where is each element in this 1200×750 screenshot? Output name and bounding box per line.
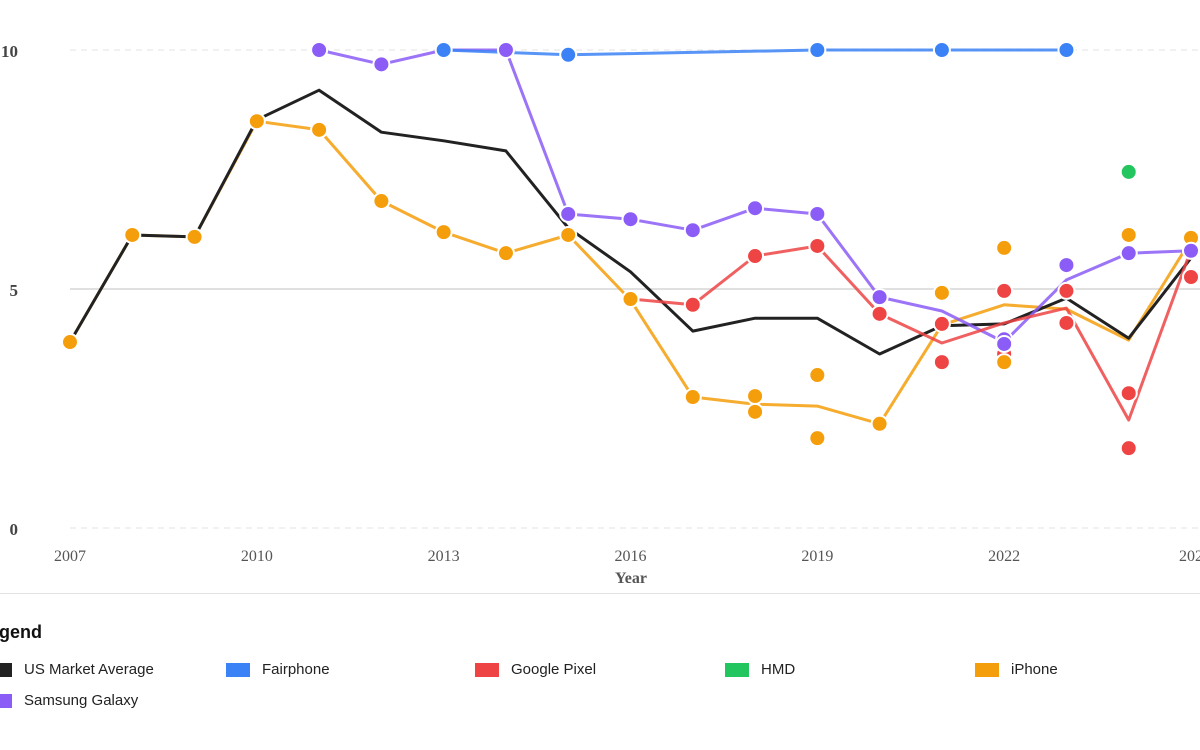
google-pixel-line: [630, 244, 1193, 422]
samsung-galaxy-point[interactable]: [870, 288, 889, 307]
iphone-point[interactable]: [372, 192, 391, 211]
legend-label: Samsung Galaxy: [24, 692, 139, 709]
iphone-point[interactable]: [808, 366, 827, 385]
iphone-point[interactable]: [123, 225, 142, 244]
google-pixel-point[interactable]: [932, 353, 951, 372]
legend-label: US Market Average: [24, 661, 154, 678]
samsung-galaxy-point[interactable]: [808, 204, 827, 223]
samsung-galaxy-point[interactable]: [496, 41, 515, 59]
google-pixel-point[interactable]: [870, 304, 889, 323]
google-pixel-point[interactable]: [1057, 281, 1076, 300]
iphone-point[interactable]: [995, 353, 1014, 372]
legend-swatch: [975, 662, 999, 677]
series-points: [61, 41, 1200, 458]
legend-item-fairphone[interactable]: Fairphone: [226, 661, 330, 678]
iphone-point[interactable]: [746, 402, 765, 421]
google-pixel-point[interactable]: [1119, 439, 1138, 458]
legend-swatch: [475, 662, 499, 677]
samsung-galaxy-point[interactable]: [559, 204, 578, 223]
legend-title: Legend: [0, 622, 43, 642]
iphone-point[interactable]: [496, 244, 515, 263]
iphone-point[interactable]: [310, 120, 329, 139]
google-pixel-point[interactable]: [995, 281, 1014, 300]
legend-swatch: [0, 662, 12, 677]
google-pixel-point[interactable]: [808, 236, 827, 255]
google-pixel-point[interactable]: [746, 247, 765, 266]
google-pixel-point[interactable]: [683, 295, 702, 314]
iphone-point[interactable]: [559, 225, 578, 244]
legend-item-samsung-galaxy[interactable]: Samsung Galaxy: [0, 692, 138, 709]
samsung-galaxy-line: [318, 48, 1192, 344]
y-axis: 0 5 10: [1, 42, 18, 539]
x-tick-label: 2022: [988, 548, 1020, 565]
legend-label: Google Pixel: [511, 661, 597, 678]
x-tick-label: 2013: [428, 548, 460, 565]
legend-item-iphone[interactable]: iPhone: [975, 661, 1058, 678]
legend-item-us-market-average[interactable]: US Market Average: [0, 661, 154, 678]
y-tick-label: 5: [10, 281, 19, 300]
iphone-point[interactable]: [61, 333, 79, 352]
x-tick-label: 2019: [801, 548, 833, 565]
legend-swatch: [226, 662, 250, 677]
legend-swatch: [725, 662, 749, 677]
x-tick-label: 2007: [54, 548, 86, 565]
y-tick-label: 10: [1, 42, 18, 61]
iphone-point[interactable]: [185, 227, 204, 246]
samsung-galaxy-point[interactable]: [621, 210, 640, 229]
series-lines: [68, 48, 1193, 426]
fairphone-point[interactable]: [1057, 41, 1076, 59]
iphone-point[interactable]: [434, 223, 453, 242]
fairphone-point[interactable]: [559, 45, 578, 64]
fairphone-line: [443, 48, 1067, 57]
y-tick-label: 0: [10, 520, 19, 539]
legend-item-hmd[interactable]: HMD: [725, 661, 795, 678]
samsung-galaxy-point[interactable]: [1182, 241, 1200, 260]
samsung-galaxy-point[interactable]: [995, 334, 1014, 353]
samsung-galaxy-point[interactable]: [683, 221, 702, 240]
samsung-galaxy-point[interactable]: [1057, 256, 1076, 275]
legend-label: Fairphone: [262, 661, 330, 678]
iphone-point[interactable]: [995, 238, 1014, 257]
samsung-galaxy-point[interactable]: [1119, 244, 1138, 263]
x-tick-label: 2016: [615, 548, 647, 565]
iphone-point[interactable]: [683, 388, 702, 407]
x-tick-label: 2010: [241, 548, 273, 565]
iphone-point[interactable]: [808, 429, 827, 448]
legend-item-google-pixel[interactable]: Google Pixel: [475, 661, 596, 678]
google-pixel-point[interactable]: [1119, 384, 1138, 403]
samsung-galaxy-point[interactable]: [310, 41, 329, 59]
samsung-galaxy-point[interactable]: [372, 55, 391, 74]
x-tick-label: 202: [1179, 548, 1200, 565]
iphone-point[interactable]: [1119, 225, 1138, 244]
google-pixel-point[interactable]: [932, 314, 951, 333]
iphone-point[interactable]: [870, 414, 889, 433]
x-axis-label: Year: [615, 570, 647, 587]
iphone-point[interactable]: [621, 290, 640, 309]
legend-swatch: [0, 693, 12, 708]
legend-label: iPhone: [1011, 661, 1058, 678]
legend-label: HMD: [761, 661, 796, 678]
iphone-point[interactable]: [247, 112, 266, 131]
line-chart: 0 5 10 2007 2010 2013 2016 2019 2022 202 Year: [1, 41, 1200, 587]
hmd-point[interactable]: [1119, 162, 1138, 181]
google-pixel-point[interactable]: [1182, 268, 1200, 287]
x-axis: 2007 2010 2013 2016 2019 2022 202: [54, 548, 1200, 565]
divider: [0, 593, 1200, 594]
grid: [70, 49, 1200, 529]
iphone-point[interactable]: [746, 387, 765, 406]
fairphone-point[interactable]: [808, 41, 827, 59]
google-pixel-point[interactable]: [1057, 313, 1076, 332]
fairphone-point[interactable]: [434, 41, 453, 59]
fairphone-point[interactable]: [932, 41, 951, 59]
iphone-point[interactable]: [932, 283, 951, 302]
samsung-galaxy-point[interactable]: [746, 199, 765, 218]
